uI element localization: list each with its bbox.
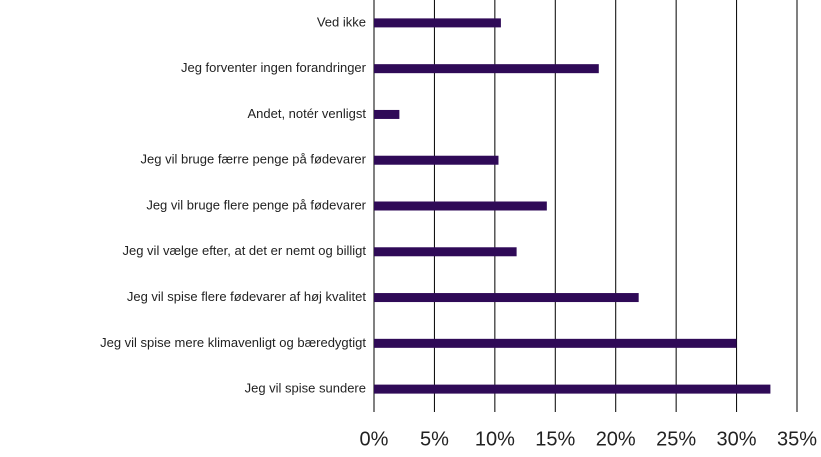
x-tick-label: 30% (717, 428, 757, 450)
y-tick-label: Jeg vil vælge efter, at det er nemt og b… (122, 243, 366, 258)
bar (374, 64, 599, 74)
x-tick-label: 20% (596, 428, 636, 450)
y-tick-label: Jeg vil bruge flere penge på fødevarer (146, 197, 366, 212)
y-tick-label: Jeg vil bruge færre penge på fødevarer (141, 152, 367, 167)
x-tick-label: 25% (656, 428, 696, 450)
x-tick-label: 5% (420, 428, 449, 450)
y-tick-label: Jeg vil spise sundere (245, 381, 366, 396)
bar (374, 338, 737, 348)
bar (374, 18, 501, 28)
y-tick-label: Jeg vil spise flere fødevarer af høj kva… (127, 289, 367, 304)
bar (374, 384, 771, 394)
y-tick-label: Ved ikke (317, 14, 366, 29)
x-tick-label: 10% (475, 428, 515, 450)
y-tick-label: Andet, notér venligst (247, 106, 366, 121)
x-tick-label: 35% (777, 428, 817, 450)
bar (374, 293, 639, 303)
bar (374, 247, 517, 257)
x-tick-label: 15% (535, 428, 575, 450)
bar (374, 155, 499, 165)
bar (374, 201, 547, 211)
y-tick-label: Jeg vil spise mere klimavenligt og bæred… (100, 335, 366, 350)
x-tick-label: 0% (360, 428, 389, 450)
bar (374, 109, 400, 119)
y-tick-label: Jeg forventer ingen forandringer (181, 60, 367, 75)
